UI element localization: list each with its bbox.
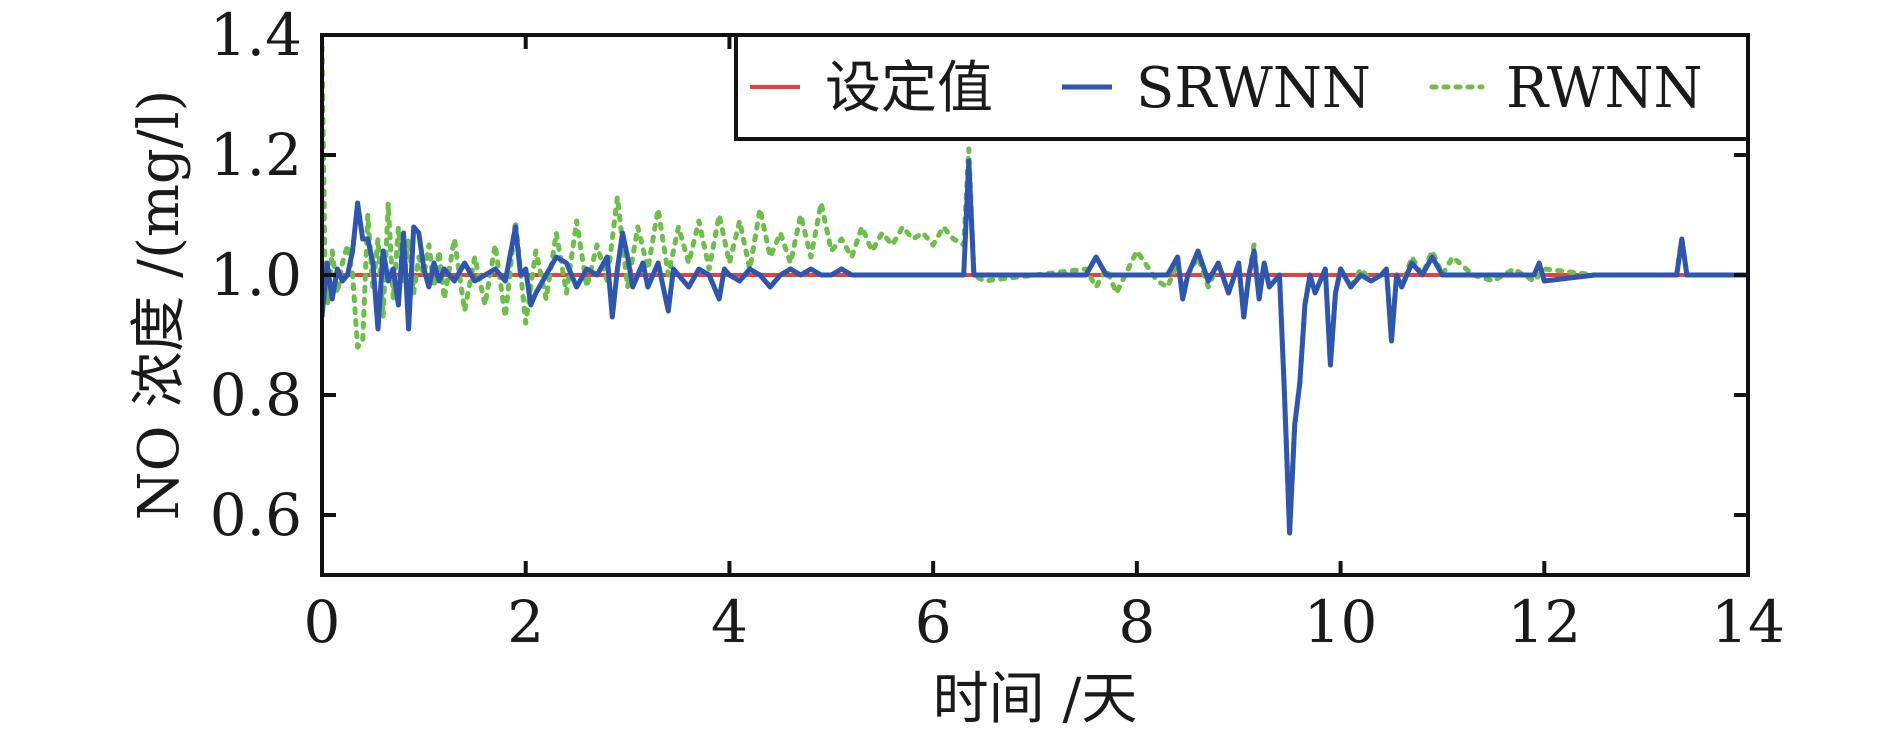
y-tick-label: 0.8 (210, 361, 302, 429)
x-tick-label: 0 (304, 588, 341, 656)
series-line-rwnn (322, 44, 1748, 536)
x-tick-label: 2 (507, 588, 544, 656)
legend: 设定值 SRWNN RWNN (734, 33, 1750, 141)
series-line-srwnn (322, 158, 1748, 536)
x-tick-label: 14 (1711, 588, 1785, 656)
legend-label-srwnn: SRWNN (1136, 56, 1371, 121)
legend-label-rwnn: RWNN (1506, 56, 1703, 121)
x-tick-label: 4 (711, 588, 748, 656)
series-layer (322, 44, 1748, 536)
y-axis-title: NO 浓度 /(mg/l) (127, 90, 192, 521)
x-tick-label: 6 (915, 588, 952, 656)
x-tick-label: 10 (1304, 588, 1378, 656)
x-tick-label: 8 (1118, 588, 1155, 656)
legend-label-setpoint: 设定值 (825, 56, 993, 121)
y-tick-label: 1.0 (210, 241, 302, 309)
y-tick-label: 0.6 (210, 481, 302, 549)
y-tick-label: 1.2 (210, 121, 302, 189)
x-axis-title: 时间 /天 (933, 667, 1138, 732)
legend-box (734, 33, 1750, 141)
x-tick-label: 12 (1507, 588, 1581, 656)
ticks-layer: 0 2 4 6 8 10 12 14 0.6 0.8 1.0 1.2 1.4 (210, 1, 1785, 656)
y-tick-label: 1.4 (210, 1, 302, 69)
